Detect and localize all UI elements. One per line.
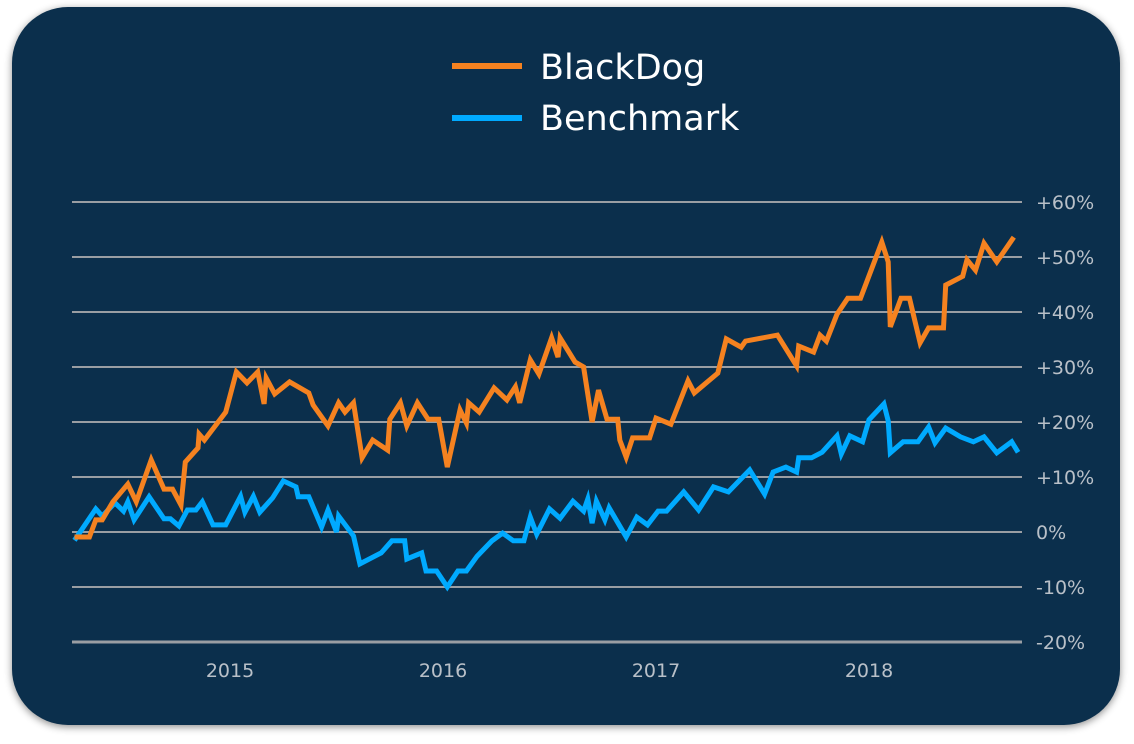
series-line-blackdog (74, 234, 1016, 540)
x-tick-label: 2017 (632, 660, 680, 682)
gridlines (72, 201, 1022, 644)
y-tick-label: +40% (1036, 302, 1094, 324)
x-tick-label: 2016 (419, 660, 467, 682)
legend-label-blackdog: BlackDog (540, 48, 705, 88)
x-tick-label: 2018 (845, 660, 893, 682)
x-tick-label: 2015 (206, 660, 254, 682)
y-tick-label: +50% (1036, 247, 1094, 269)
y-axis-ticks: +60% +50% +40% +30% +20% +10% 0% -10% -20% (1036, 192, 1094, 654)
y-tick-label: +30% (1036, 357, 1094, 379)
x-axis-ticks: 2015 2016 2017 2018 (206, 660, 893, 682)
y-tick-label: -10% (1036, 577, 1085, 599)
legend-label-benchmark: Benchmark (540, 99, 740, 139)
y-tick-label: -20% (1036, 632, 1085, 654)
y-tick-label: 0% (1036, 522, 1066, 544)
series-lines (72, 234, 1021, 592)
y-tick-label: +20% (1036, 412, 1094, 434)
y-tick-label: +10% (1036, 467, 1094, 489)
legend: BlackDog Benchmark (452, 48, 740, 139)
y-tick-label: +60% (1036, 192, 1094, 214)
series-line-benchmark (72, 398, 1021, 592)
